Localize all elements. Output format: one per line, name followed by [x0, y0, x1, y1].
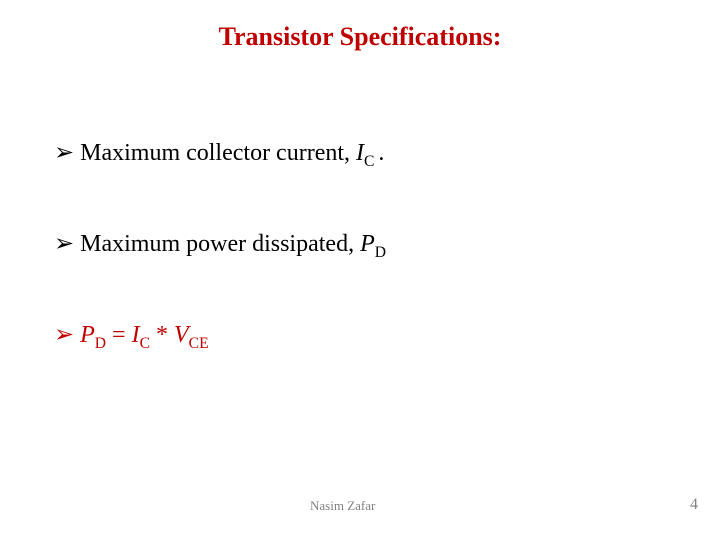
bullet-text: Maximum collector current, IC .: [80, 140, 384, 167]
footer-page-number: 4: [690, 496, 698, 514]
footer-author: Nasim Zafar: [310, 498, 375, 514]
bullet-arrow-icon: ➢: [54, 320, 74, 349]
bullet-list: ➢Maximum collector current, IC .➢Maximum…: [54, 138, 386, 349]
bullet-item: ➢Maximum collector current, IC .: [54, 138, 386, 167]
bullet-item: ➢PD = IC * VCE: [54, 320, 386, 349]
bullet-arrow-icon: ➢: [54, 229, 74, 258]
slide: { "title": { "text": "Transistor Specifi…: [0, 0, 720, 540]
bullet-item: ➢Maximum power dissipated, PD: [54, 229, 386, 258]
bullet-text: PD = IC * VCE: [80, 322, 209, 349]
bullet-arrow-icon: ➢: [54, 138, 74, 167]
slide-title: Transistor Specifications:: [0, 22, 720, 52]
bullet-text: Maximum power dissipated, PD: [80, 231, 386, 258]
